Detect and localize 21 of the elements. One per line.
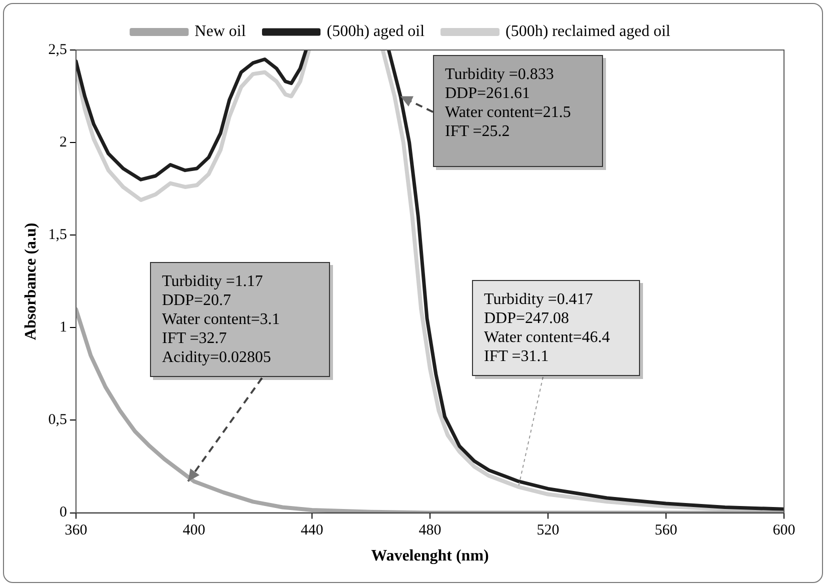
x-tick-label: 520 — [536, 522, 560, 539]
x-tick-label: 560 — [654, 522, 678, 539]
x-tick-label: 600 — [772, 522, 796, 539]
note-box: Turbidity =1.17 DDP=20.7 Water content=3.1 IFT =32.7 Acidity=0.02805 — [150, 262, 330, 377]
y-tick-label: 0 — [59, 504, 67, 521]
x-axis-title: Wavelenght (nm) — [371, 548, 489, 565]
legend-label: (500h) aged oil — [326, 23, 426, 40]
x-tick-label: 400 — [182, 522, 206, 539]
y-tick-label: 2,5 — [48, 42, 67, 58]
legend-label: (500h) reclaimed aged oil — [506, 23, 671, 40]
y-tick-label: 1,5 — [48, 227, 67, 244]
note-box: Turbidity =0.417 DDP=247.08 Water content=46.4 IFT =31.1 — [472, 280, 640, 376]
y-axis-title: Absorbance (a.u) — [22, 222, 40, 340]
y-tick-label: 0,5 — [48, 412, 67, 428]
y-tick-label: 2 — [59, 134, 67, 150]
note-box: Turbidity =0.833 DDP=261.61 Water content=21.5 IFT =25.2 — [433, 55, 603, 167]
legend-label: New oil — [194, 23, 246, 40]
x-tick-label: 480 — [418, 522, 442, 539]
y-tick-label: 1 — [59, 320, 67, 336]
x-tick-label: 440 — [300, 522, 324, 539]
x-tick-label: 360 — [64, 522, 88, 539]
